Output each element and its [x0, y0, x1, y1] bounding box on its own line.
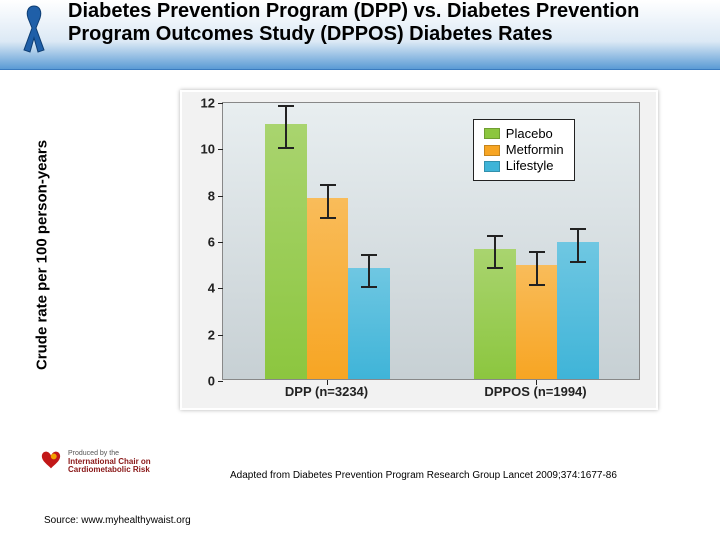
legend-swatch — [484, 128, 500, 139]
ribbon-icon — [14, 2, 54, 58]
legend-item: Lifestyle — [484, 158, 564, 174]
x-group-label: DPPOS (n=1994) — [456, 384, 616, 399]
legend-swatch — [484, 145, 500, 156]
slide-root: Diabetes Prevention Program (DPP) vs. Di… — [0, 0, 720, 540]
x-group-label: DPP (n=3234) — [247, 384, 407, 399]
producer-line3: Cardiometabolic Risk — [68, 466, 151, 475]
legend-label: Metformin — [506, 142, 564, 158]
legend-item: Placebo — [484, 126, 564, 142]
legend-label: Placebo — [506, 126, 553, 142]
legend-item: Metformin — [484, 142, 564, 158]
slide-title: Diabetes Prevention Program (DPP) vs. Di… — [68, 0, 708, 46]
bar — [307, 198, 349, 379]
legend-label: Lifestyle — [506, 158, 554, 174]
legend: PlaceboMetforminLifestyle — [473, 119, 575, 182]
producer-credit: Produced by the International Chair on C… — [40, 450, 151, 475]
legend-swatch — [484, 161, 500, 172]
bar — [265, 124, 307, 379]
citation-text: Adapted from Diabetes Prevention Program… — [230, 470, 710, 481]
y-axis-label: Crude rate per 100 person-years — [34, 140, 51, 370]
heart-icon — [40, 450, 62, 470]
bar — [557, 242, 599, 379]
plot-area: 024681012 — [222, 102, 640, 380]
chart-frame: 024681012 DPP (n=3234) DPPOS (n=1994) Pla… — [180, 90, 658, 410]
source-text: Source: www.myhealthywaist.org — [44, 515, 191, 526]
